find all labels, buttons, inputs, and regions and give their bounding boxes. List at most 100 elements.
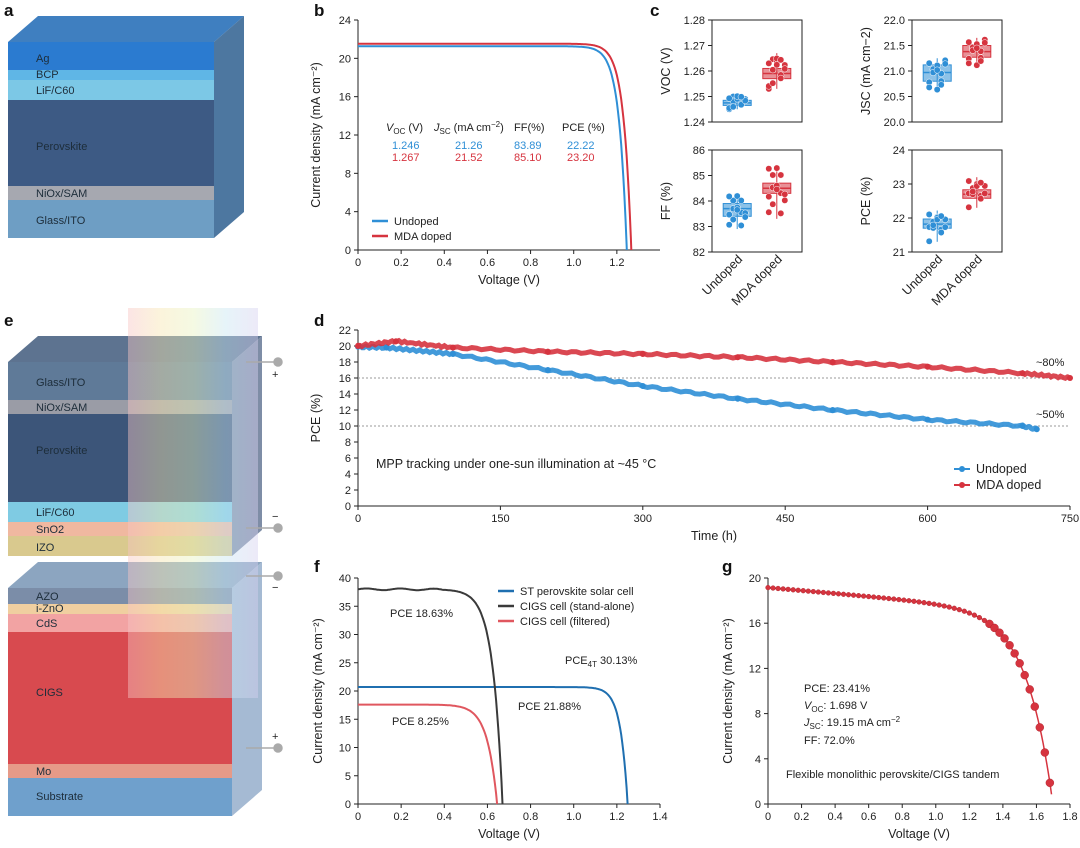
- c-point-undoped: [725, 192, 733, 200]
- label-g-jsc: JSC: 19.15 mA cm−2: [803, 715, 901, 731]
- c-point-doped: [765, 165, 773, 173]
- c-ytick-label: 84: [693, 196, 705, 208]
- c-ytick-label: 1.28: [684, 15, 705, 27]
- g-point: [1030, 702, 1039, 711]
- g-point: [946, 604, 952, 610]
- c-point-undoped: [729, 197, 737, 205]
- panel-label-b: b: [314, 1, 324, 20]
- g-point: [936, 602, 942, 608]
- label-f-st-pce: PCE 21.88%: [518, 701, 581, 713]
- g-xtick-label: 0: [765, 811, 771, 823]
- b-ytick-label: 4: [345, 207, 351, 219]
- d-point-doped: [924, 363, 931, 370]
- label-e-substrate: Substrate: [36, 791, 83, 803]
- c-point-doped: [977, 179, 985, 187]
- g-point: [1005, 641, 1014, 650]
- c-point-doped: [773, 164, 781, 172]
- g-ytick-label: 4: [755, 754, 761, 766]
- c-point-doped: [981, 39, 989, 47]
- f-ytick-label: 40: [339, 573, 351, 585]
- g-point: [820, 589, 826, 596]
- c-point-doped: [777, 74, 785, 82]
- f-xtick-label: 0.2: [393, 811, 408, 823]
- f-ytick-label: 35: [339, 601, 351, 613]
- legend-f-st: ST perovskite solar cell: [520, 586, 634, 598]
- c-point-undoped: [941, 223, 949, 231]
- c-point-doped: [977, 57, 985, 65]
- g-point: [1000, 634, 1009, 643]
- g-point: [770, 585, 776, 591]
- panel-label-c: c: [650, 1, 659, 20]
- g-point: [825, 590, 832, 596]
- b-xlabel: Voltage (V): [478, 273, 540, 287]
- chart-b: 0 0.2 0.4 0.6 0.8 1.0 1.2 0 4 8 12 16 20 24 Voltage (V…: [309, 15, 660, 287]
- stack-a-top-face: [8, 16, 244, 42]
- layer-e-izno: [8, 604, 232, 614]
- c-point-doped: [765, 193, 773, 201]
- table-b-undoped-pce: 22.22: [567, 140, 595, 152]
- legend-b-undoped: Undoped: [394, 216, 439, 228]
- d-point-doped: [1067, 375, 1073, 381]
- c-ytick-label: 23: [893, 179, 905, 191]
- g-xtick-label: 1.8: [1062, 811, 1077, 823]
- annotation-50: ~50%: [1036, 409, 1065, 421]
- d-point-undoped: [1019, 423, 1026, 429]
- c-point-doped: [781, 65, 789, 73]
- c-point-undoped: [925, 59, 933, 67]
- d-point-undoped: [544, 367, 551, 373]
- c-frame-pce: [911, 149, 1003, 253]
- g-xtick-label: 1.2: [962, 811, 977, 823]
- legend-d-doped: MDA doped: [976, 478, 1041, 492]
- d-xtick-label: 600: [918, 513, 936, 525]
- f-series-0: [358, 686, 629, 805]
- c-point-undoped: [925, 83, 933, 91]
- label-f-cigs-pce: PCE 18.63%: [390, 608, 453, 620]
- c-point-doped: [977, 195, 985, 203]
- g-point: [845, 592, 852, 598]
- c-ylabel-pce: PCE (%): [859, 177, 873, 226]
- f-xtick-label: 1.2: [609, 811, 624, 823]
- table-b-doped-ff: 85.10: [514, 152, 542, 164]
- legend-d-marker-undoped: [959, 466, 965, 472]
- f-ytick-label: 30: [339, 630, 351, 642]
- legend-d-marker-doped: [959, 482, 965, 488]
- legend-f-cigs: CIGS cell (stand-alone): [520, 601, 634, 613]
- table-b-header-ff: FF(%): [514, 122, 545, 134]
- d-ytick-label: 0: [345, 501, 351, 513]
- c-point-doped: [781, 190, 789, 198]
- d-ytick-label: 4: [345, 469, 351, 481]
- legend-f-filtered: CIGS cell (filtered): [520, 616, 610, 628]
- c-point-undoped: [725, 94, 733, 102]
- legend-b-doped: MDA doped: [394, 231, 451, 243]
- legend-d: Undoped MDA doped: [954, 462, 1041, 492]
- c-ytick-label: 86: [693, 145, 705, 157]
- b-xtick-label: 0.2: [393, 257, 408, 269]
- label-e-mo: Mo: [36, 766, 51, 778]
- c-ytick-label: 1.26: [684, 66, 705, 78]
- sign-2: −: [272, 511, 278, 523]
- c-point-undoped: [725, 211, 733, 219]
- g-ylabel: Current density (mA cm⁻²): [721, 618, 735, 764]
- label-g-caption: Flexible monolithic perovskite/CIGS tand…: [786, 769, 999, 781]
- c-ytick-label: 21.5: [884, 41, 905, 53]
- c-ytick-label: 21.0: [884, 66, 905, 78]
- layer-niox-sam: [8, 186, 214, 200]
- d-point-undoped: [639, 383, 646, 389]
- c-point-undoped: [925, 237, 933, 245]
- layer-bcp: [8, 70, 214, 80]
- b-ytick-label: 16: [339, 92, 351, 104]
- g-xtick-label: 0.8: [895, 811, 910, 823]
- b-ytick-label: 0: [345, 245, 351, 257]
- d-point-doped: [392, 338, 399, 345]
- g-point: [1020, 670, 1029, 680]
- label-niox-sam: NiOx/SAM: [36, 188, 87, 200]
- g-xtick-label: 1.0: [928, 811, 943, 823]
- label-g-ff: FF: 72.0%: [804, 735, 855, 747]
- f-ytick-label: 25: [339, 658, 351, 670]
- c-ytick-label: 22.0: [884, 15, 905, 27]
- g-point: [790, 587, 796, 593]
- f-xtick-label: 1.4: [652, 811, 667, 823]
- g-point: [896, 596, 902, 603]
- legend-d-undoped: Undoped: [976, 462, 1027, 476]
